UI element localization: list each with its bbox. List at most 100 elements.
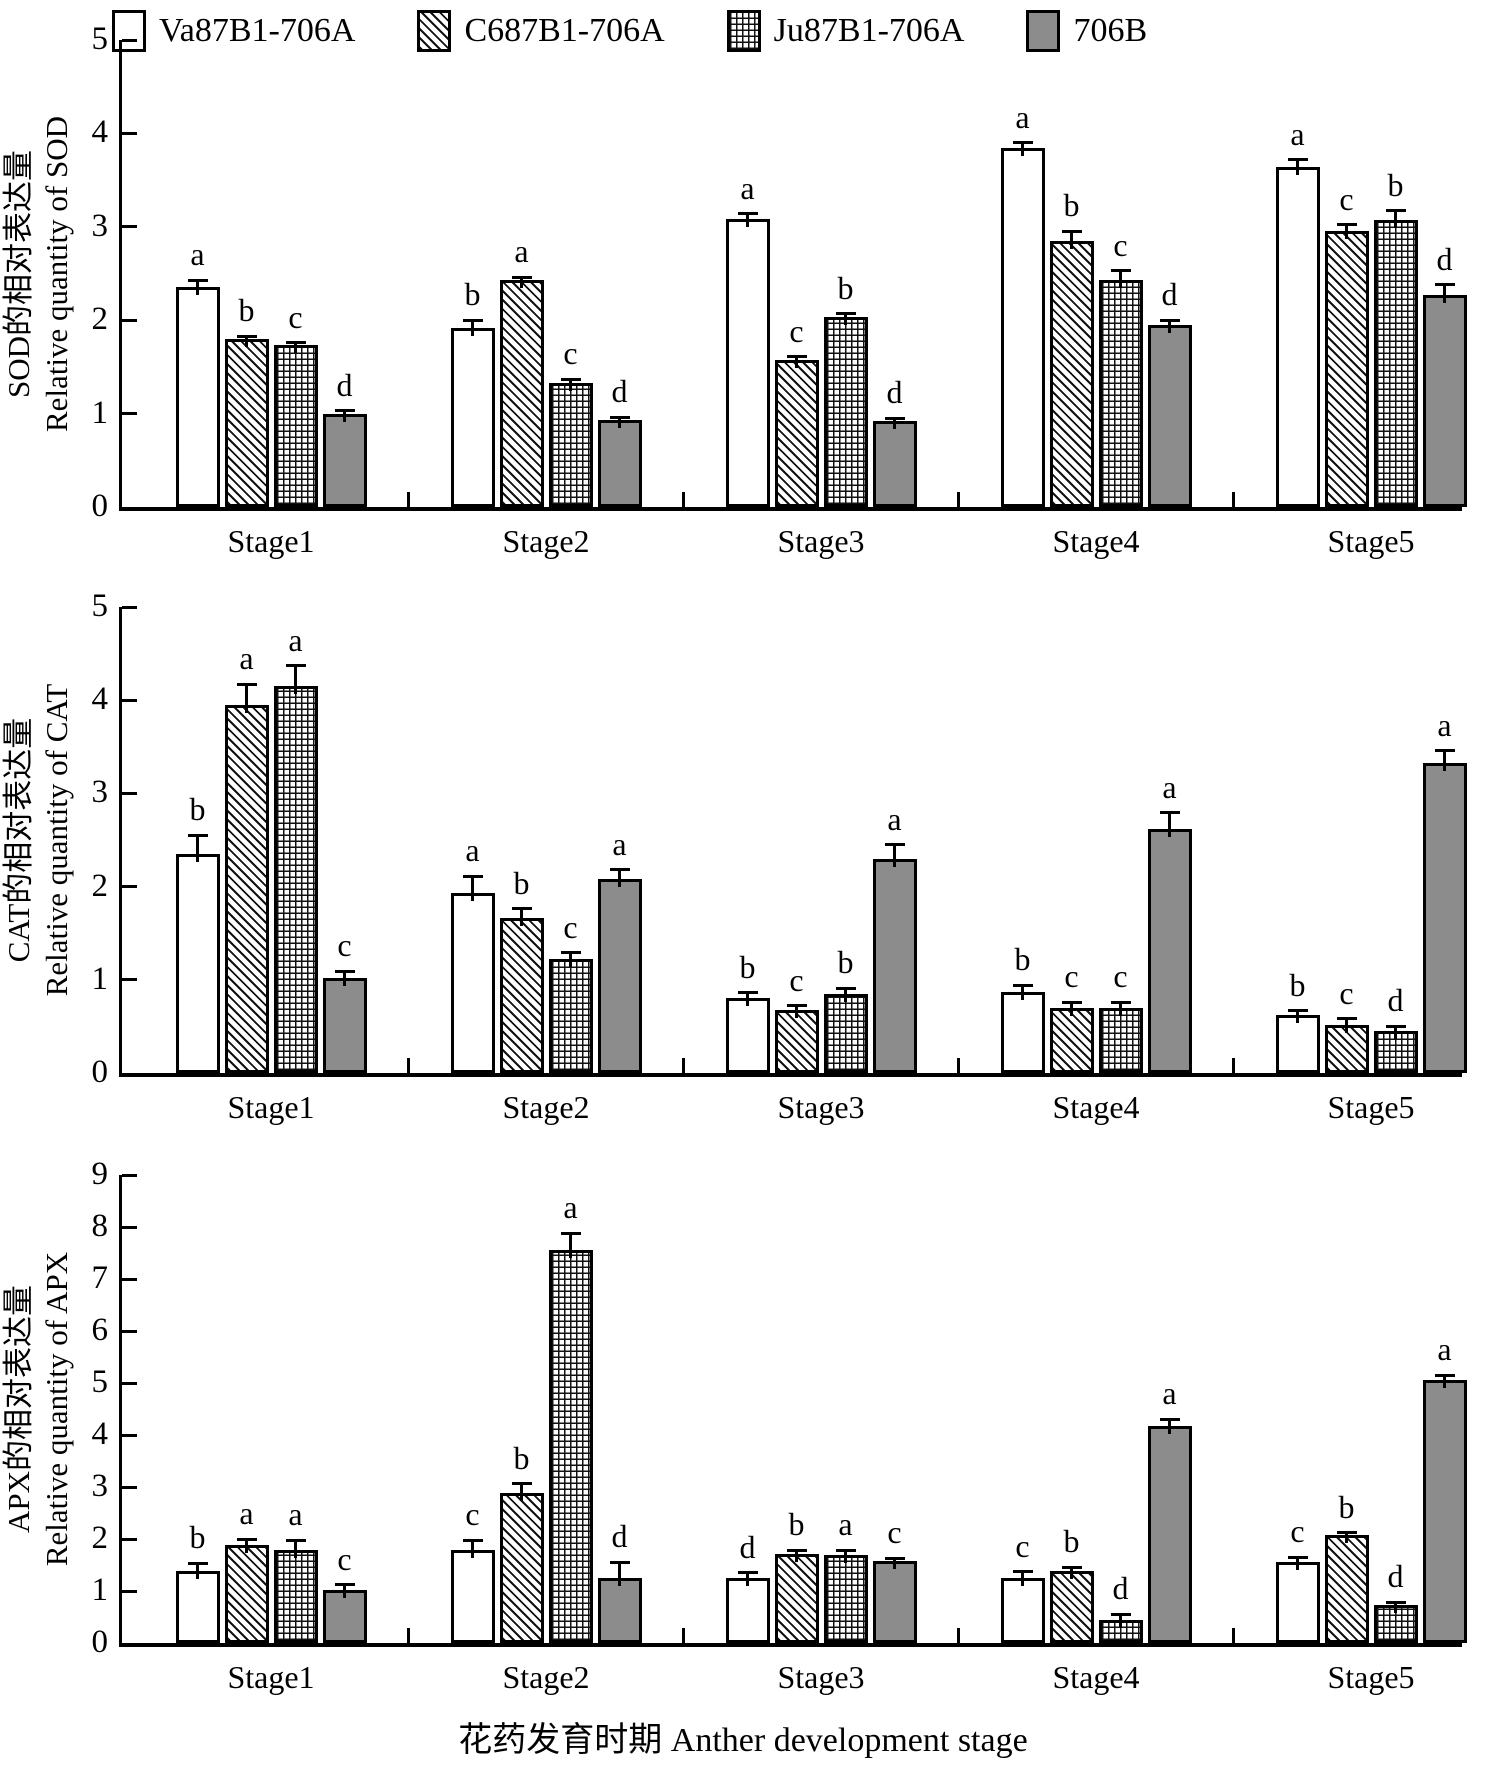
y-axis-tick-label: 6 <box>91 1312 109 1348</box>
error-bar-stem <box>294 665 297 695</box>
bar-face <box>597 879 642 1073</box>
significance-letter: a <box>288 621 303 658</box>
bar-face <box>1049 1007 1094 1073</box>
bar-Va87B1-706A-stage5: b <box>1275 967 1320 1073</box>
bar-Ju87B1-706A-stage2: c <box>548 909 593 1073</box>
apx-y-axis-title-en: Relative quantity of APX <box>39 1251 74 1567</box>
significance-letter: b <box>513 1439 530 1476</box>
bar-face <box>224 704 269 1073</box>
legend-item-label: Va87B1-706A <box>159 12 356 49</box>
bar-706B-stage4: d <box>1147 276 1192 507</box>
bar-Ju87B1-706A-stage3: a <box>823 1506 868 1643</box>
stage-boundary-tick <box>682 1628 685 1643</box>
significance-letter: b <box>1014 941 1031 978</box>
stage-boundary-tick <box>407 1628 410 1643</box>
bar-face <box>823 317 868 507</box>
bar-face <box>548 382 593 507</box>
error-bar-stem <box>471 876 474 902</box>
significance-letter: b <box>1289 966 1306 1003</box>
error-bar-cap <box>511 275 532 279</box>
significance-letter: c <box>1064 958 1079 995</box>
error-bar-cap <box>285 664 306 668</box>
significance-letter: a <box>1290 115 1305 152</box>
error-bar-cap <box>1385 209 1406 213</box>
error-bar-stem <box>245 1539 248 1554</box>
significance-letter: a <box>514 233 529 270</box>
y-axis-tick <box>122 885 137 889</box>
error-bar-cap <box>835 312 856 316</box>
bar-face <box>273 345 318 507</box>
stage-label: Stage3 <box>777 1089 865 1125</box>
y-axis-tick <box>122 1277 137 1281</box>
significance-letter: a <box>887 800 902 837</box>
bar-face <box>1000 991 1045 1073</box>
y-axis-tick-label: 5 <box>91 1364 109 1400</box>
error-bar-stem <box>1345 1532 1348 1543</box>
bar-706B-stage5: d <box>1422 241 1467 507</box>
stage-boundary-tick <box>1232 1628 1235 1643</box>
bar-706B-stage4: a <box>1147 769 1192 1073</box>
bar-Ju87B1-706A-stage1: c <box>273 299 318 507</box>
y-axis-tick <box>122 1589 137 1593</box>
bar-Va87B1-706A-stage5: c <box>1275 1513 1320 1643</box>
error-bar-cap <box>1110 269 1131 273</box>
bar-706B-stage1: c <box>322 1541 367 1643</box>
bar-Va87B1-706A-stage1: b <box>175 791 220 1073</box>
error-bar-stem <box>520 908 523 927</box>
significance-letter: b <box>788 1506 805 1543</box>
error-bar-stem <box>196 1563 199 1580</box>
bar-C687B1-706A-stage4: b <box>1049 1523 1094 1643</box>
stage-label: Stage3 <box>777 523 865 559</box>
y-axis-tick <box>122 1537 137 1541</box>
bar-C687B1-706A-stage3: c <box>774 962 819 1073</box>
bar-face <box>548 959 593 1073</box>
legend: Va87B1-706A C687B1-706A Ju87B1-706A 706B <box>112 8 1147 54</box>
error-bar-stem <box>844 1550 847 1563</box>
error-bar-cap <box>187 1561 208 1565</box>
error-bar-stem <box>618 1562 621 1586</box>
error-bar-stem <box>1070 1002 1073 1016</box>
significance-letter: c <box>789 961 804 998</box>
significance-letter: a <box>612 825 627 862</box>
error-bar-stem <box>569 952 572 968</box>
y-axis-tick <box>122 131 137 135</box>
bar-706B-stage1: d <box>322 367 367 507</box>
bar-face <box>1147 1425 1192 1643</box>
error-bar-cap <box>511 907 532 911</box>
significance-letter: c <box>1339 180 1354 217</box>
bar-face <box>1324 1024 1369 1073</box>
significance-letter: c <box>337 927 352 964</box>
y-axis-tick-label: 1 <box>91 960 109 997</box>
y-axis-tick <box>122 1329 137 1333</box>
error-bar-cap <box>1012 1570 1033 1574</box>
error-bar-cap <box>1159 811 1180 815</box>
error-bar-stem <box>795 1550 798 1562</box>
bar-Ju87B1-706A-stage2: a <box>548 1189 593 1643</box>
significance-letter: a <box>1015 98 1030 135</box>
error-bar-stem <box>1394 1602 1397 1614</box>
significance-letter: b <box>238 292 255 329</box>
error-bar-stem <box>1168 320 1171 333</box>
y-axis-tick-label: 9 <box>91 1156 109 1192</box>
y-axis-tick-label: 0 <box>91 488 109 524</box>
error-bar-stem <box>893 1558 896 1569</box>
error-bar-stem <box>795 356 798 369</box>
significance-letter: b <box>189 1519 206 1556</box>
error-bar-cap <box>462 318 483 322</box>
error-bar-cap <box>835 1548 856 1552</box>
y-axis-tick <box>122 978 137 982</box>
significance-letter: b <box>1063 187 1080 224</box>
stage-boundary-tick <box>957 1628 960 1643</box>
y-axis-tick-label: 4 <box>91 114 109 151</box>
error-bar-stem <box>569 1233 572 1259</box>
error-bar-stem <box>196 280 199 295</box>
y-axis-tick-label: 3 <box>91 774 109 811</box>
error-bar-cap <box>1434 749 1455 753</box>
bar-Ju87B1-706A-stage4: c <box>1098 227 1143 507</box>
y-axis-tick-label: 5 <box>91 588 109 624</box>
error-bar-cap <box>462 1538 483 1542</box>
bar-face <box>1000 148 1045 507</box>
